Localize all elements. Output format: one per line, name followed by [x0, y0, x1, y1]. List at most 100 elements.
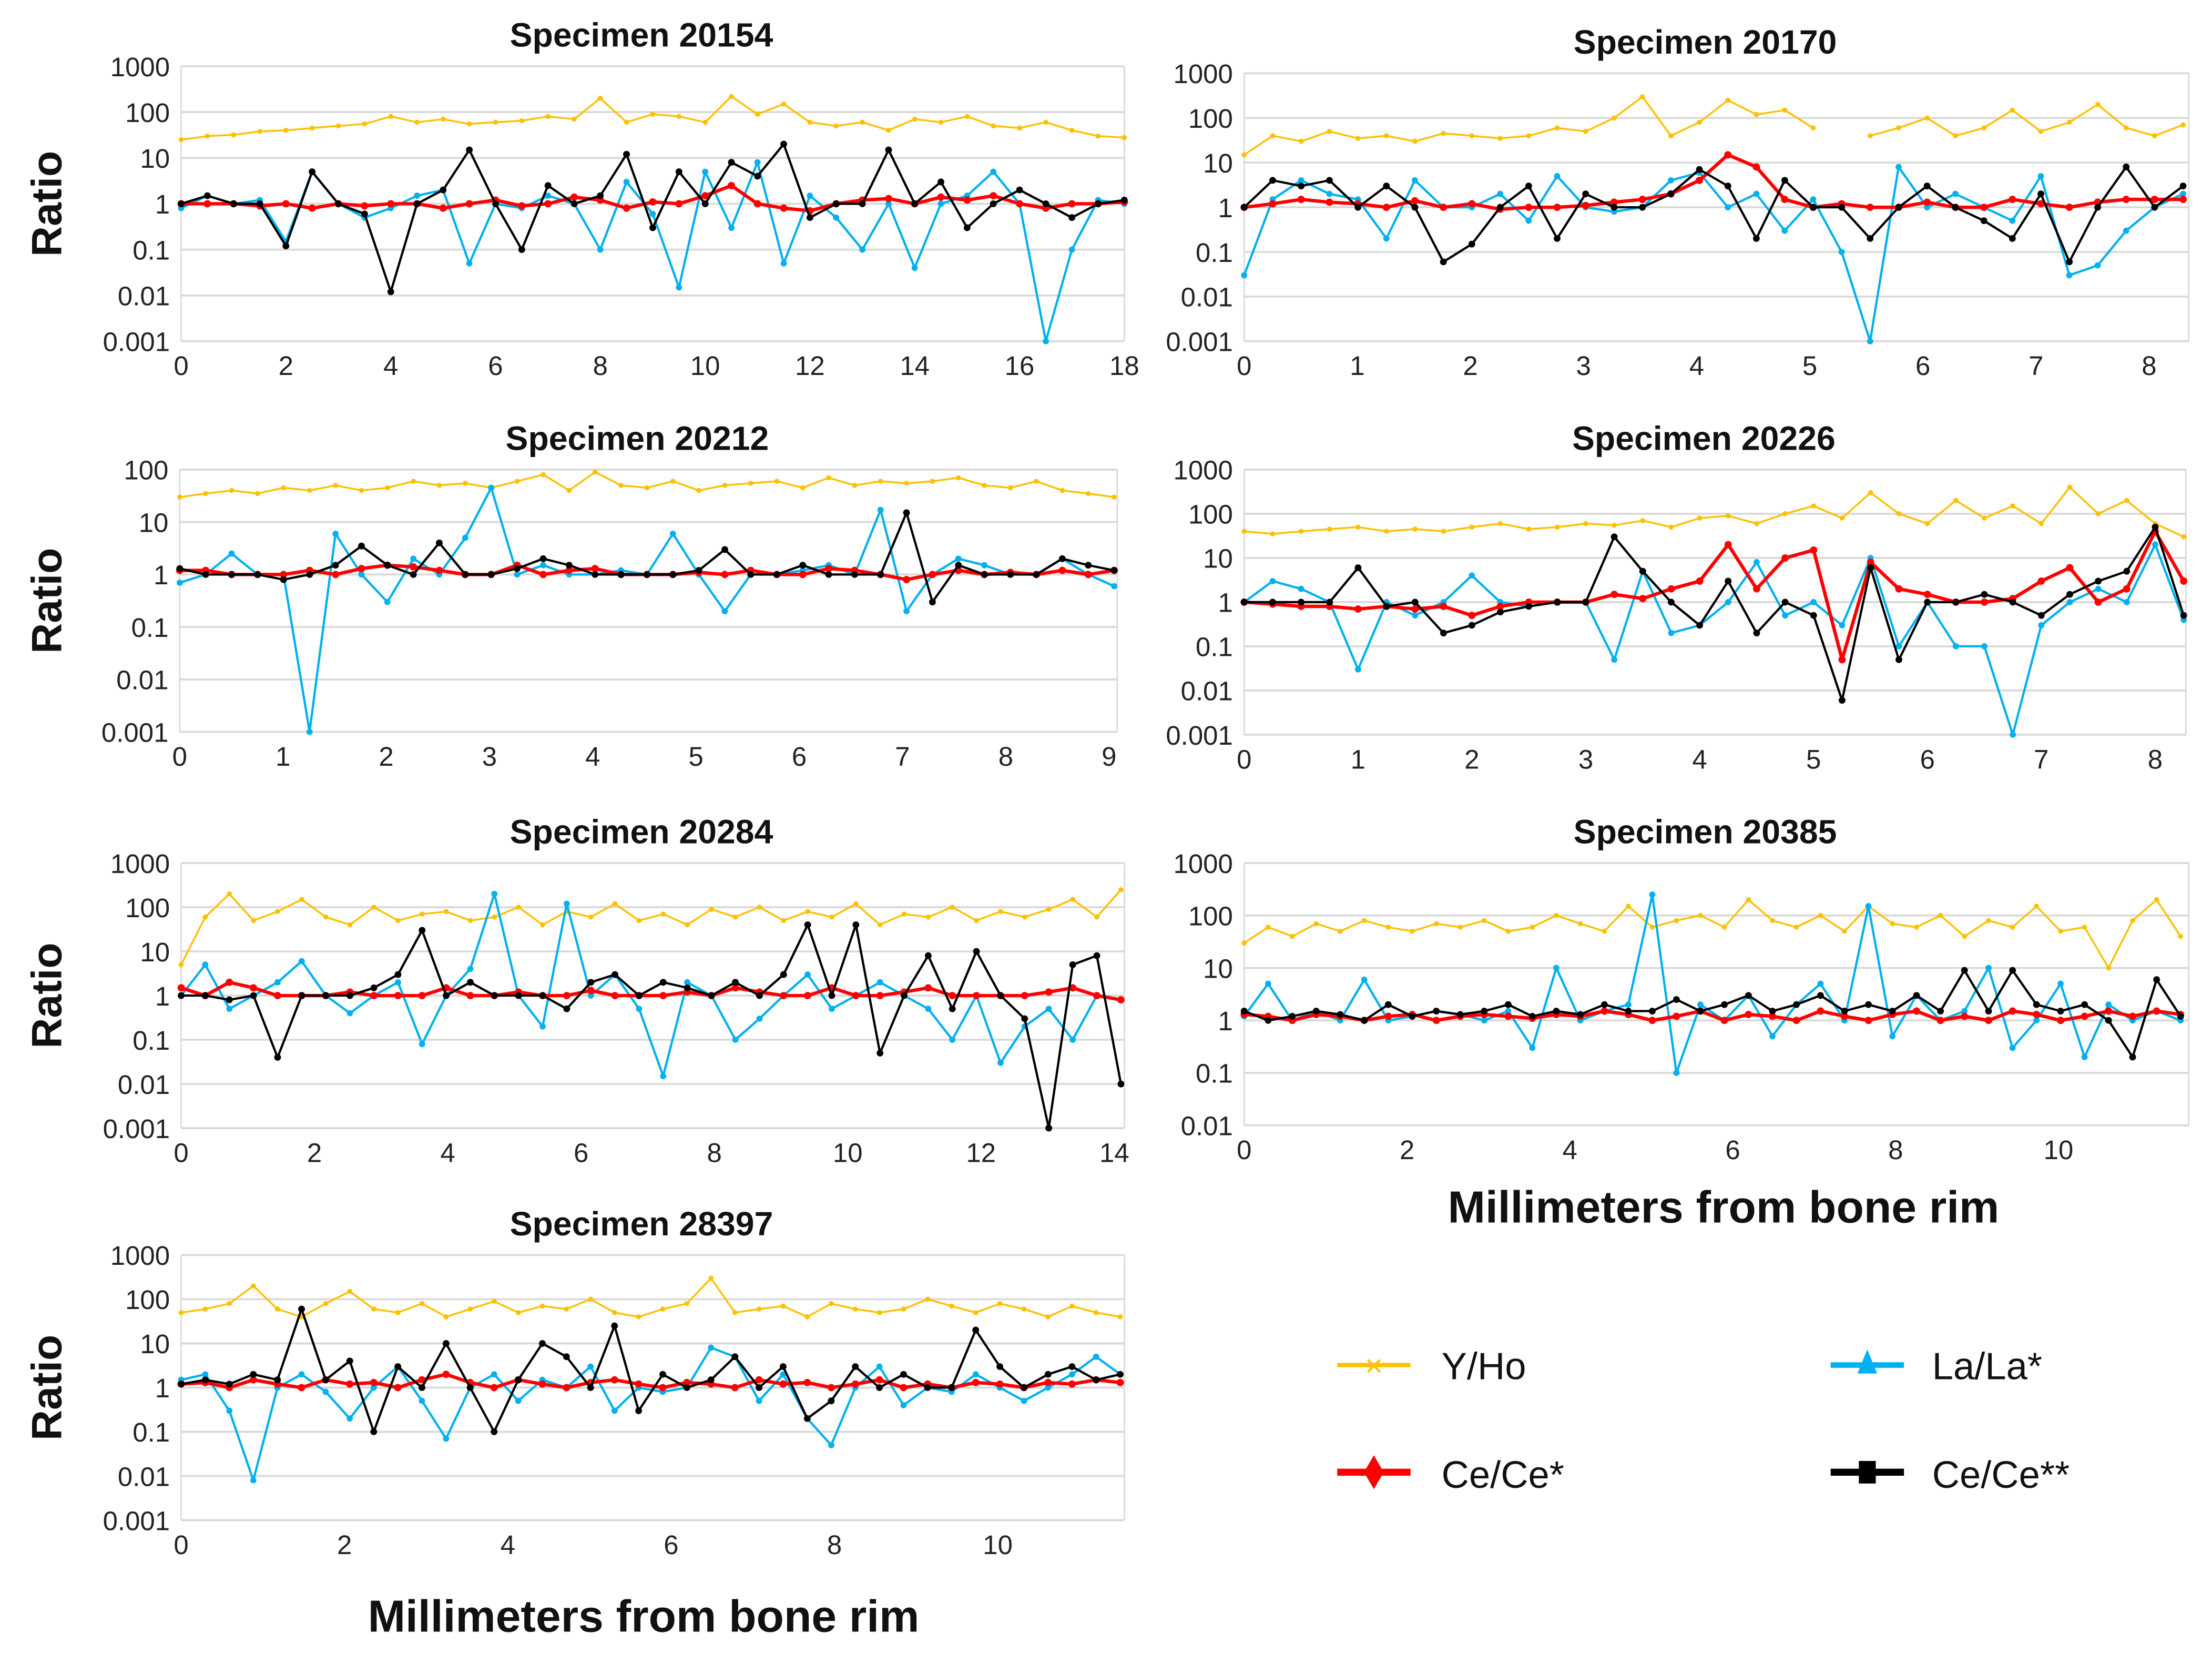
y-tick-label: 10 — [140, 937, 170, 967]
data-point-ce — [273, 992, 281, 1000]
data-point-ce2 — [929, 598, 936, 606]
data-point-ce — [442, 1371, 450, 1378]
legend-item-ce: Ce/Ce* — [1337, 1454, 1564, 1496]
data-point-la — [1326, 190, 1333, 197]
data-point-la — [540, 562, 547, 569]
data-point-la — [1924, 204, 1931, 211]
data-point-ce2 — [306, 571, 313, 578]
data-point-ce — [804, 992, 812, 1000]
data-point-yho — [938, 119, 944, 125]
data-point-ce2 — [466, 1384, 474, 1391]
data-point-ce2 — [617, 571, 625, 578]
data-point-ce2 — [1937, 1008, 1944, 1014]
data-point-yho — [756, 1306, 762, 1312]
x-tick-label: 10 — [2044, 1135, 2074, 1165]
series-yho — [178, 1275, 1123, 1320]
data-point-ce — [885, 195, 893, 202]
data-point-ce2 — [1468, 622, 1475, 629]
x-marker-icon: × — [1365, 1349, 1383, 1383]
data-point-yho — [1554, 125, 1560, 131]
data-point-ce — [1440, 603, 1448, 610]
data-point-ce2 — [937, 178, 944, 186]
data-point-yho — [676, 114, 682, 119]
data-point-ce — [876, 992, 884, 1000]
y-tick-label: 0.001 — [1166, 721, 1232, 750]
data-point-yho — [1270, 531, 1276, 536]
data-point-ce2 — [1582, 190, 1589, 198]
data-point-ce — [563, 1384, 570, 1392]
x-tick-label: 10 — [690, 351, 720, 381]
series-line-ce2 — [1244, 526, 2185, 702]
data-point-yho — [2181, 534, 2186, 540]
data-point-yho — [1022, 914, 1027, 920]
x-tick-label: 6 — [574, 1138, 588, 1168]
x-tick-label: 6 — [1915, 351, 1930, 381]
y-axis-label: Ratio — [24, 151, 71, 257]
data-point-ce2 — [756, 992, 763, 999]
data-point-yho — [1793, 925, 1799, 930]
data-point-ce2 — [1810, 204, 1817, 211]
data-point-yho — [2010, 925, 2015, 930]
data-point-ce2 — [346, 1357, 353, 1365]
data-point-la — [1412, 177, 1418, 184]
x-tick-label: 1 — [1350, 351, 1364, 381]
data-point-yho — [722, 483, 728, 488]
data-point-ce — [1411, 605, 1419, 613]
data-point-ce2 — [2057, 1008, 2064, 1014]
data-point-yho — [1554, 524, 1560, 530]
data-point-ce2 — [1753, 630, 1760, 637]
data-point-ce2 — [515, 1376, 522, 1384]
data-point-yho — [912, 116, 918, 122]
data-point-ce2 — [298, 992, 305, 999]
data-point-yho — [309, 125, 315, 131]
data-point-ce — [1068, 1380, 1076, 1388]
data-point-ce2 — [1044, 1371, 1052, 1378]
series-line-ce — [180, 980, 1122, 1002]
data-point-ce — [1720, 1017, 1728, 1024]
data-point-ce2 — [1468, 240, 1475, 248]
data-point-la — [1867, 338, 1873, 344]
data-point-la — [587, 992, 594, 999]
data-point-ce — [1639, 595, 1647, 603]
series-ce2 — [178, 1305, 1124, 1435]
data-point-ce — [799, 571, 807, 579]
data-point-ce — [1116, 1378, 1124, 1386]
data-point-ce2 — [996, 1363, 1004, 1370]
data-point-yho — [1122, 135, 1127, 140]
data-point-ce2 — [1505, 1001, 1512, 1008]
data-point-ce2 — [1610, 533, 1618, 541]
data-point-ce2 — [2152, 523, 2159, 531]
data-point-ce — [949, 992, 956, 1000]
data-point-ce2 — [611, 1322, 618, 1330]
chart-title: Specimen 20170 — [1574, 23, 1837, 61]
data-point-ce2 — [799, 562, 807, 569]
data-point-ce2 — [518, 246, 525, 253]
data-point-ce2 — [1240, 598, 1248, 606]
chart-title: Specimen 20284 — [510, 813, 773, 850]
data-point-ce2 — [1839, 697, 1846, 704]
data-point-la — [885, 200, 892, 207]
data-point-la — [298, 958, 305, 965]
data-point-la — [370, 1384, 377, 1391]
data-point-ce — [1981, 598, 1988, 606]
chart-panel-2: Specimen 20170 0.001 0.01 0.1 1 10 100 1000 0 1 2 3… — [1166, 23, 2190, 381]
data-point-ce — [659, 992, 667, 1000]
data-point-yho — [1914, 925, 1919, 930]
data-point-ce — [1752, 163, 1760, 171]
x-tick-label: 18 — [1109, 351, 1139, 381]
series-yho — [1241, 484, 2186, 540]
data-point-yho — [2010, 503, 2015, 509]
data-point-la — [900, 1402, 907, 1408]
data-point-la — [274, 979, 281, 986]
data-point-yho — [964, 114, 970, 119]
data-point-yho — [1674, 918, 1679, 924]
data-point-yho — [275, 909, 280, 915]
data-point-ce2 — [675, 168, 682, 176]
data-point-ce2 — [695, 567, 702, 574]
data-point-la — [1383, 235, 1390, 242]
data-point-yho — [371, 905, 376, 910]
data-point-ce — [332, 571, 340, 579]
data-point-la — [2152, 541, 2158, 548]
data-point-ce2 — [1838, 204, 1846, 211]
data-point-ce2 — [563, 1353, 570, 1361]
